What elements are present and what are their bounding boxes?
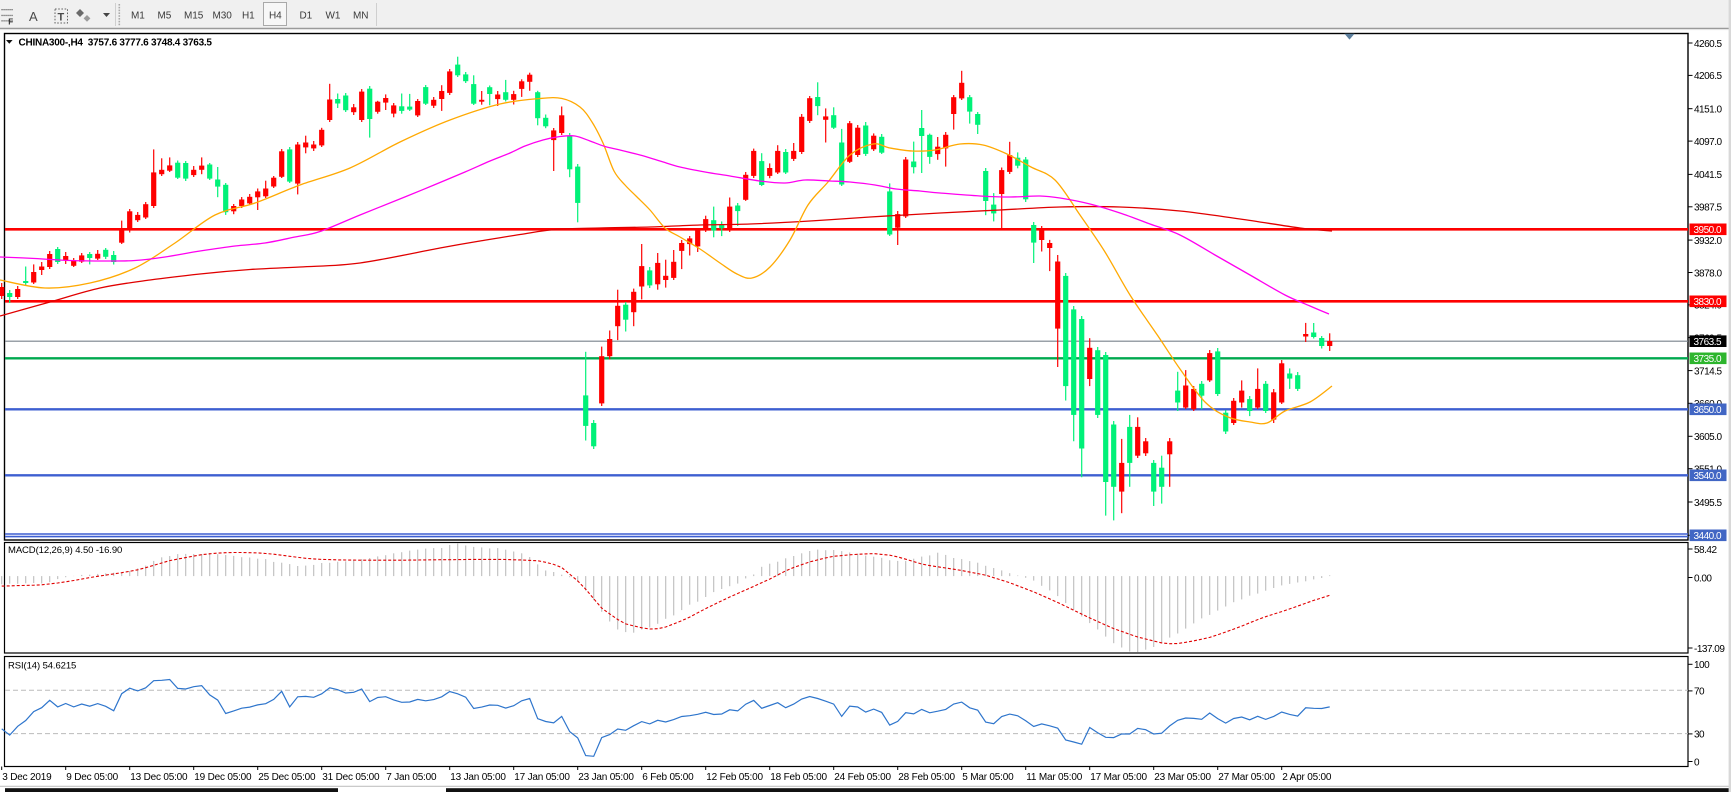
svg-text:0: 0 [1694, 757, 1700, 768]
svg-text:CHINA300-,H4 3757.6 3777.6 37: CHINA300-,H4 3757.6 3777.6 3748.4 3763.5 [19, 37, 213, 48]
svg-text:100: 100 [1694, 660, 1710, 671]
svg-text:F: F [8, 18, 13, 27]
svg-text:13 Jan 05:00: 13 Jan 05:00 [450, 772, 506, 783]
svg-text:70: 70 [1694, 687, 1705, 698]
svg-text:D1: D1 [300, 11, 313, 22]
svg-text:4041.5: 4041.5 [1694, 170, 1723, 181]
svg-text:18 Feb 05:00: 18 Feb 05:00 [770, 772, 827, 783]
svg-text:2 Apr 05:00: 2 Apr 05:00 [1282, 772, 1332, 783]
svg-text:T: T [58, 12, 65, 24]
svg-text:23 Jan 05:00: 23 Jan 05:00 [578, 772, 634, 783]
svg-text:4097.0: 4097.0 [1694, 137, 1723, 148]
svg-text:3763.5: 3763.5 [1694, 337, 1723, 348]
svg-text:24 Feb 05:00: 24 Feb 05:00 [834, 772, 891, 783]
svg-text:3950.0: 3950.0 [1694, 225, 1723, 236]
svg-text:12 Feb 05:00: 12 Feb 05:00 [706, 772, 763, 783]
svg-text:3495.5: 3495.5 [1694, 498, 1723, 509]
svg-text:9 Dec 05:00: 9 Dec 05:00 [66, 772, 118, 783]
svg-text:3987.5: 3987.5 [1694, 203, 1723, 214]
svg-text:4206.5: 4206.5 [1694, 71, 1723, 82]
svg-text:28 Feb 05:00: 28 Feb 05:00 [898, 772, 955, 783]
svg-text:3650.0: 3650.0 [1694, 405, 1723, 416]
svg-text:3830.0: 3830.0 [1694, 297, 1723, 308]
svg-text:7 Jan 05:00: 7 Jan 05:00 [386, 772, 437, 783]
svg-text:30: 30 [1694, 730, 1705, 741]
svg-text:MN: MN [353, 11, 368, 22]
svg-text:3932.0: 3932.0 [1694, 236, 1723, 247]
svg-text:MACD(12,26,9) 4.50 -16.90: MACD(12,26,9) 4.50 -16.90 [8, 545, 122, 556]
svg-text:17 Jan 05:00: 17 Jan 05:00 [514, 772, 570, 783]
svg-text:13 Dec 05:00: 13 Dec 05:00 [130, 772, 188, 783]
svg-text:3 Dec 2019: 3 Dec 2019 [2, 772, 52, 783]
svg-text:23 Mar 05:00: 23 Mar 05:00 [1154, 772, 1211, 783]
svg-text:M1: M1 [131, 11, 145, 22]
svg-text:M15: M15 [184, 11, 204, 22]
svg-text:H4: H4 [269, 11, 282, 22]
svg-text:4260.5: 4260.5 [1694, 39, 1723, 50]
svg-text:11 Mar 05:00: 11 Mar 05:00 [1026, 772, 1082, 783]
svg-text:3878.0: 3878.0 [1694, 268, 1723, 279]
svg-text:6 Feb 05:00: 6 Feb 05:00 [642, 772, 694, 783]
svg-text:W1: W1 [326, 11, 341, 22]
svg-text:3714.5: 3714.5 [1694, 366, 1723, 377]
svg-text:25 Dec 05:00: 25 Dec 05:00 [258, 772, 316, 783]
svg-text:3605.0: 3605.0 [1694, 432, 1723, 443]
svg-text:3735.0: 3735.0 [1694, 354, 1723, 365]
svg-text:19 Dec 05:00: 19 Dec 05:00 [194, 772, 252, 783]
svg-text:M5: M5 [158, 11, 172, 22]
svg-text:M30: M30 [213, 11, 233, 22]
svg-text:0.00: 0.00 [1694, 573, 1712, 584]
svg-text:3540.0: 3540.0 [1694, 471, 1723, 482]
svg-text:58.42: 58.42 [1694, 545, 1717, 556]
svg-text:17 Mar 05:00: 17 Mar 05:00 [1090, 772, 1147, 783]
svg-text:-137.09: -137.09 [1694, 644, 1725, 655]
svg-text:5 Mar 05:00: 5 Mar 05:00 [962, 772, 1014, 783]
svg-text:RSI(14) 54.6215: RSI(14) 54.6215 [8, 660, 76, 671]
svg-text:4151.0: 4151.0 [1694, 105, 1723, 116]
svg-text:A: A [29, 9, 38, 24]
svg-text:31 Dec 05:00: 31 Dec 05:00 [322, 772, 380, 783]
svg-text:3440.0: 3440.0 [1694, 531, 1723, 542]
svg-text:H1: H1 [242, 11, 255, 22]
svg-text:27 Mar 05:00: 27 Mar 05:00 [1218, 772, 1275, 783]
